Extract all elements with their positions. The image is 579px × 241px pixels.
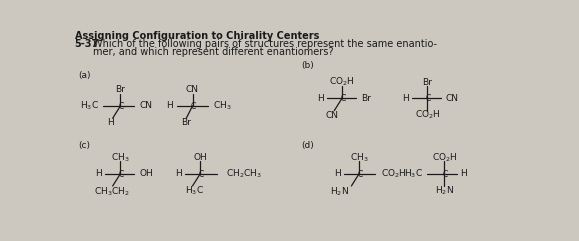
Text: H: H (334, 169, 340, 178)
Text: CN: CN (445, 94, 458, 103)
Text: C: C (119, 170, 124, 179)
Text: H: H (317, 94, 324, 103)
Text: C: C (357, 170, 362, 179)
Text: 5-37: 5-37 (75, 39, 99, 49)
Text: CN: CN (139, 101, 152, 110)
Text: H: H (175, 169, 182, 178)
Text: CO$_2$H: CO$_2$H (415, 109, 440, 121)
Text: OH: OH (139, 169, 153, 178)
Text: CN: CN (325, 111, 339, 120)
Text: H: H (166, 101, 173, 110)
Text: CN: CN (186, 85, 199, 94)
Text: C: C (119, 102, 124, 111)
Text: mer, and which represent different enantiomers?: mer, and which represent different enant… (93, 47, 334, 57)
Text: Br: Br (115, 85, 126, 94)
Text: CH$_3$CH$_2$: CH$_3$CH$_2$ (94, 185, 130, 198)
Text: Br: Br (423, 78, 433, 87)
Text: C: C (199, 170, 204, 179)
Text: CH$_3$: CH$_3$ (111, 151, 130, 164)
Text: H: H (107, 118, 113, 127)
Text: (d): (d) (301, 141, 314, 150)
Text: C: C (442, 170, 448, 179)
Text: OH: OH (193, 153, 207, 162)
Text: Br: Br (181, 118, 191, 127)
Text: H: H (95, 169, 102, 178)
Text: CH$_2$CH$_3$: CH$_2$CH$_3$ (226, 167, 262, 180)
Text: H$_3$C: H$_3$C (185, 184, 203, 197)
Text: CH$_3$: CH$_3$ (214, 100, 232, 112)
Text: CO$_2$H: CO$_2$H (381, 167, 406, 180)
Text: Which of the following pairs of structures represent the same enantio-: Which of the following pairs of structur… (93, 39, 437, 49)
Text: H$_2$N: H$_2$N (435, 184, 454, 197)
Text: (b): (b) (301, 61, 314, 70)
Text: (c): (c) (79, 141, 90, 150)
Text: H$_3$C: H$_3$C (80, 100, 99, 112)
Text: H$_3$C: H$_3$C (404, 167, 423, 180)
Text: C: C (190, 102, 196, 111)
Text: Br: Br (361, 94, 371, 103)
Text: C: C (340, 94, 346, 103)
Text: CO$_2$H: CO$_2$H (431, 151, 457, 164)
Text: H: H (460, 169, 467, 178)
Text: CH$_3$: CH$_3$ (350, 151, 368, 164)
Text: H$_2$N: H$_2$N (330, 185, 349, 198)
Text: C: C (426, 94, 431, 103)
Text: CO$_2$H: CO$_2$H (329, 76, 355, 88)
Text: Assigning Configuration to Chirality Centers: Assigning Configuration to Chirality Cen… (75, 31, 319, 41)
Text: H: H (402, 94, 409, 103)
Text: (a): (a) (79, 71, 91, 80)
